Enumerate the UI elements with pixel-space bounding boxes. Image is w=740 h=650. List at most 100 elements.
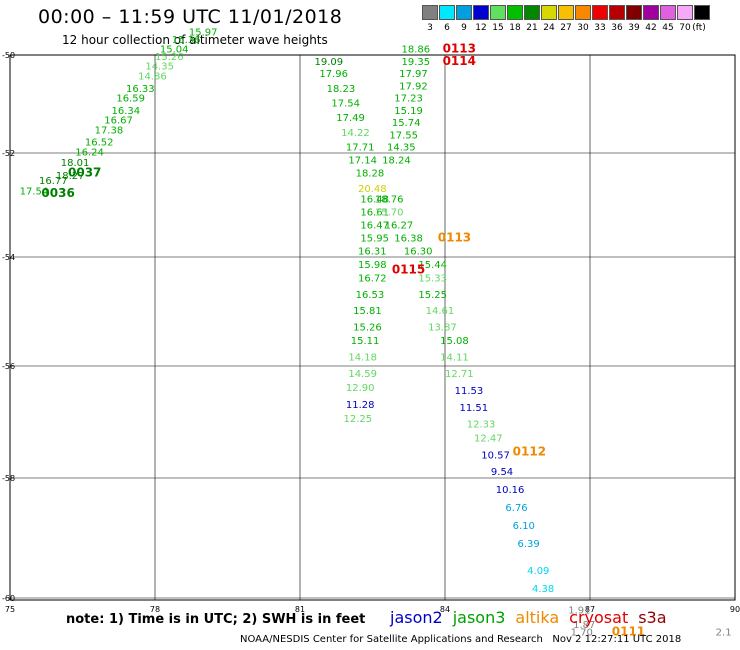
wave-height-value: 16.24	[75, 148, 104, 159]
wave-height-value: 15.04	[160, 45, 189, 56]
wave-height-value: 15.26	[353, 323, 382, 334]
generated-timestamp: Nov 2 12:27:11 UTC 2018	[552, 634, 682, 645]
scale-swatch	[439, 5, 455, 20]
wave-height-value: 15.44	[418, 260, 447, 271]
wave-height-value: 16.34	[112, 106, 141, 117]
wave-height-value: 15.95	[360, 233, 389, 244]
x-tick-label: 81	[295, 605, 305, 614]
wave-height-value: 17.92	[399, 81, 428, 92]
x-tick-label: 87	[585, 605, 595, 614]
wave-height-value: 16.47	[360, 220, 389, 231]
wave-height-value: 12.25	[344, 414, 373, 425]
scale-swatch	[507, 5, 523, 20]
scale-swatch	[592, 5, 608, 20]
map-title: 00:00 – 11:59 UTC 11/01/2018	[38, 6, 343, 28]
wave-height-value: 13.87	[428, 323, 457, 334]
wave-height-value: 14.11	[440, 353, 469, 364]
x-tick-label: 75	[5, 605, 15, 614]
track-time-label: 0113	[443, 42, 476, 56]
scale-label: 9	[461, 23, 467, 33]
scale-swatch	[524, 5, 540, 20]
wave-height-value: 1.91	[568, 606, 590, 617]
wave-height-value: 18.28	[356, 168, 385, 179]
scale-label: 36	[611, 23, 623, 33]
scale-swatch	[541, 5, 557, 20]
map-frame	[9, 54, 736, 601]
wave-height-value: 16.33	[126, 84, 155, 95]
wave-height-value: 14.61	[426, 306, 455, 317]
wave-height-value: 18.01	[61, 158, 90, 169]
credit-source: NOAA/NESDIS Center for Satellite Applica…	[240, 634, 543, 645]
scale-label: 21	[526, 23, 538, 33]
scale-label: 70	[679, 23, 691, 33]
wave-height-value: 10.16	[496, 485, 525, 496]
wave-height-value: 16.38	[394, 233, 423, 244]
wave-height-value: 17.71	[346, 143, 375, 154]
scale-swatch	[626, 5, 642, 20]
legend-entry-cryosat: cryosat	[569, 608, 629, 627]
legend-entry-s3a: s3a	[638, 608, 667, 627]
wave-height-value: 14.22	[341, 128, 370, 139]
axis-labels: 75 78 81 84 87 90 -50 -52 -54 -56 -58 -60	[2, 51, 740, 614]
wave-height-value: 17.14	[348, 155, 377, 166]
track-time-label: 0111	[612, 625, 645, 639]
y-tick-label: -54	[2, 253, 15, 262]
scale-swatch	[490, 5, 506, 20]
scale-swatch	[558, 5, 574, 20]
track-time-label: 0036	[41, 186, 74, 200]
scale-label: 15	[492, 23, 504, 33]
wave-height-value: 15.33	[418, 274, 447, 285]
wave-height-value: 18.24	[382, 155, 411, 166]
scale-label: 39	[628, 23, 640, 33]
wave-height-value: 16.72	[358, 274, 387, 285]
map-subtitle: 12 hour collection of altimeter wave hei…	[62, 33, 328, 47]
track-time-label: 0114	[443, 54, 476, 68]
wave-height-value: 6.39	[518, 539, 540, 550]
wave-height-value: 17.49	[336, 113, 365, 124]
scale-swatch	[575, 5, 591, 20]
wave-height-value: 16.30	[404, 246, 433, 257]
y-tick-label: -56	[2, 362, 15, 371]
wave-height-value: 6.76	[505, 503, 527, 514]
wave-height-value: 12.47	[474, 434, 503, 445]
x-tick-label: 90	[730, 605, 740, 614]
wave-height-value: 19.35	[402, 57, 431, 68]
y-tick-label: -60	[2, 594, 15, 603]
scale-label: 33	[594, 23, 606, 33]
credit-line: NOAA/NESDIS Center for Satellite Applica…	[240, 634, 681, 645]
wave-height-value: 4.38	[532, 584, 554, 595]
footnote: note: 1) Time is in UTC; 2) SWH is in fe…	[66, 612, 366, 627]
wave-height-value: 15.81	[353, 306, 382, 317]
scale-label: 6	[444, 23, 450, 33]
wave-height-value: 4.09	[527, 566, 549, 577]
wave-height-value: 14.18	[348, 353, 377, 364]
wave-height-value: 18.23	[327, 84, 356, 95]
x-tick-label: 84	[440, 605, 450, 614]
legend-entry-altika: altika	[515, 608, 560, 627]
wave-height-value: 18.86	[402, 45, 431, 56]
wave-height-value: 14.35	[387, 143, 416, 154]
wave-height-value: 17.55	[389, 130, 418, 141]
wave-height-value: 17.54	[20, 187, 49, 198]
track-time-label: 0037	[68, 165, 101, 179]
wave-height-value: 15.74	[392, 118, 421, 129]
wave-height-value: 9.54	[491, 467, 513, 478]
scale-unit: (ft)	[692, 23, 706, 33]
wave-height-value: 14.35	[145, 62, 174, 73]
scale-swatch	[660, 5, 676, 20]
wave-height-value: 15.26	[155, 52, 184, 63]
wave-height-value: 17.54	[331, 98, 360, 109]
wave-height-value: 12.90	[346, 383, 375, 394]
wave-height-value: 16.31	[358, 246, 387, 257]
wave-height-value: 17.23	[394, 94, 423, 105]
wave-height-value: 17.97	[399, 69, 428, 80]
wave-height-value: 1.87	[573, 620, 595, 631]
wave-height-value: 15.08	[440, 336, 469, 347]
wave-height-value: 11.51	[460, 403, 489, 414]
legend-entry-jason3: jason3	[452, 608, 506, 627]
wave-height-value: 15.36	[172, 35, 201, 46]
scale-swatch	[473, 5, 489, 20]
scale-swatch	[643, 5, 659, 20]
